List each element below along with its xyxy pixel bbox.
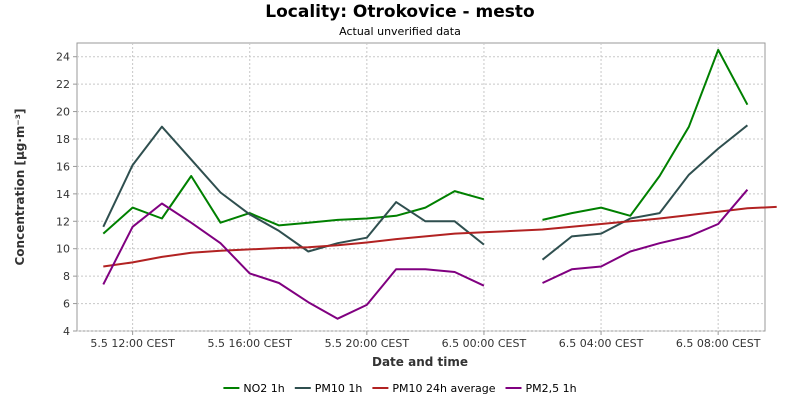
x-axis-ticks: 5.5 12:00 CEST 5.5 16:00 CEST 5.5 20:00 CE… (90, 331, 761, 350)
grid-lines (77, 43, 765, 332)
legend-item: PM10 1h (294, 382, 363, 395)
chart-title: Locality: Otrokovice - mesto (265, 2, 534, 22)
x-tick-label: 6.5 08:00 CEST (676, 337, 761, 350)
legend-item: PM2,5 1h (505, 382, 577, 395)
y-tick-label: 24 (56, 51, 70, 64)
y-tick-label: 6 (63, 298, 70, 311)
y-tick-label: 16 (56, 160, 70, 173)
series-line-2 (103, 205, 777, 268)
legend: NO2 1h PM10 1h PM10 24h average PM2,5 1h (223, 382, 577, 395)
y-tick-label: 8 (63, 270, 70, 283)
series-line-1 (541, 124, 749, 261)
legend-label: PM2,5 1h (526, 382, 577, 395)
y-tick-label: 18 (56, 133, 70, 146)
y-tick-label: 10 (56, 243, 70, 256)
y-axis-ticks: 4 6 8 10 12 14 16 18 20 22 24 (56, 51, 77, 338)
series-lines (102, 48, 777, 320)
series-line-1 (102, 125, 485, 253)
x-tick-label: 5.5 20:00 CEST (325, 337, 410, 350)
legend-label: NO2 1h (243, 382, 284, 395)
plot-area (76, 42, 766, 332)
x-tick-label: 6.5 04:00 CEST (559, 337, 644, 350)
chart-subtitle: Actual unverified data (339, 25, 461, 38)
series-line-3 (102, 202, 485, 320)
series-line-0 (542, 48, 749, 221)
legend-item: NO2 1h (223, 382, 285, 395)
y-tick-label: 4 (63, 325, 70, 338)
y-tick-label: 22 (56, 78, 70, 91)
series-line-0 (102, 175, 485, 235)
y-tick-label: 14 (56, 188, 70, 201)
series-line-3 (542, 189, 749, 284)
x-tick-label: 5.5 12:00 CEST (90, 337, 175, 350)
y-axis-label: Concentration [µg·m⁻³] (13, 109, 27, 266)
y-tick-label: 12 (56, 215, 70, 228)
legend-label: PM10 1h (315, 382, 363, 395)
x-tick-label: 5.5 16:00 CEST (207, 337, 292, 350)
x-axis-label: Date and time (372, 355, 468, 369)
legend-item: PM10 24h average (372, 382, 496, 395)
y-tick-label: 20 (56, 106, 70, 119)
legend-label: PM10 24h average (392, 382, 495, 395)
x-tick-label: 6.5 00:00 CEST (442, 337, 527, 350)
